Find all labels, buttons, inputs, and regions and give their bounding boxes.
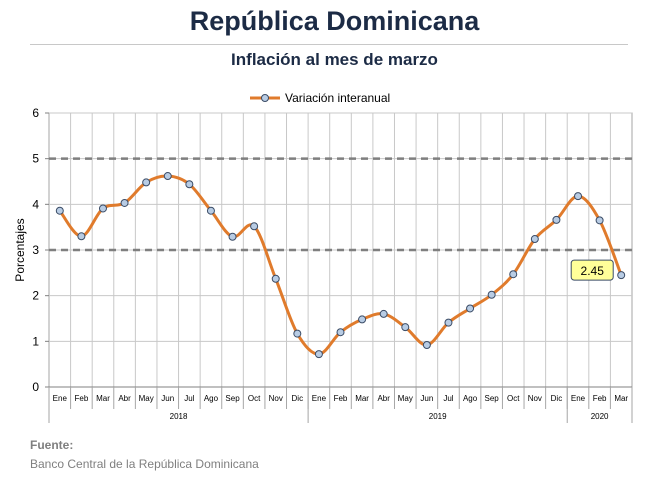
y-tick-label: 5 (32, 152, 39, 166)
x-tick-label: Feb (334, 394, 348, 403)
data-point (574, 192, 583, 201)
x-tick-label: Jul (184, 394, 194, 403)
x-tick-label: Ene (312, 394, 327, 403)
x-tick-label: Abr (377, 394, 390, 403)
data-point (98, 204, 107, 213)
data-point (401, 323, 410, 332)
y-tick-label: 2 (32, 289, 39, 303)
data-point (358, 315, 367, 324)
data-point (617, 271, 626, 280)
y-tick-label: 0 (32, 380, 39, 394)
x-tick-label: Mar (614, 394, 628, 403)
legend-marker (261, 94, 269, 102)
x-tick-label: Dic (551, 394, 563, 403)
data-point (77, 232, 86, 241)
x-tick-label: Jun (161, 394, 174, 403)
x-tick-label: Nov (269, 394, 283, 403)
x-tick-label: Sep (225, 394, 240, 403)
value-callout (570, 259, 614, 281)
data-point (142, 178, 151, 187)
x-tick-label: May (398, 394, 413, 403)
x-tick-label: Sep (485, 394, 500, 403)
y-tick-label: 6 (32, 106, 39, 120)
data-point (250, 222, 259, 231)
chart-subtitle: Inflación al mes de marzo (231, 50, 438, 69)
x-tick-label: Abr (118, 394, 131, 403)
data-point (595, 216, 604, 225)
x-tick-label: May (139, 394, 154, 403)
group-label: 2020 (591, 412, 609, 421)
y-tick-label: 4 (32, 197, 39, 211)
data-point (206, 206, 215, 215)
data-point (466, 304, 475, 313)
x-tick-label: Oct (507, 394, 520, 403)
group-label: 2019 (429, 412, 447, 421)
y-tick-label: 3 (32, 243, 39, 257)
data-point (314, 350, 323, 359)
x-tick-label: Feb (593, 394, 607, 403)
data-point (228, 232, 237, 241)
x-tick-label: Jun (420, 394, 433, 403)
data-point (487, 290, 496, 299)
x-tick-label: Mar (96, 394, 110, 403)
data-point (163, 172, 172, 181)
source-text: Banco Central de la República Dominicana (30, 457, 259, 471)
data-point (336, 328, 345, 337)
data-point (530, 235, 539, 244)
x-tick-label: Dic (292, 394, 304, 403)
x-tick-label: Ene (571, 394, 586, 403)
data-point (185, 180, 194, 189)
data-point (55, 206, 64, 215)
data-point (509, 270, 518, 279)
x-tick-label: Ago (463, 394, 478, 403)
x-tick-label: Feb (74, 394, 88, 403)
data-point (444, 318, 453, 327)
x-tick-label: Jul (443, 394, 453, 403)
x-tick-label: Nov (528, 394, 542, 403)
data-point (120, 198, 129, 207)
legend-label: Variación interanual (285, 91, 390, 105)
y-tick-label: 1 (32, 334, 39, 348)
data-point (422, 340, 431, 349)
value-callout-label: 2.45 (581, 264, 605, 278)
y-axis-label: Porcentajes (13, 218, 27, 281)
x-tick-label: Ago (204, 394, 219, 403)
group-label: 2018 (170, 412, 188, 421)
x-tick-label: Mar (355, 394, 369, 403)
chart-title: República Dominicana (189, 6, 480, 36)
x-tick-label: Oct (248, 394, 261, 403)
data-point (271, 274, 280, 283)
title-divider (30, 44, 628, 45)
x-tick-label: Ene (53, 394, 68, 403)
data-point (293, 329, 302, 338)
source-label: Fuente: (30, 438, 74, 452)
data-point (379, 309, 388, 318)
data-point (552, 215, 561, 224)
